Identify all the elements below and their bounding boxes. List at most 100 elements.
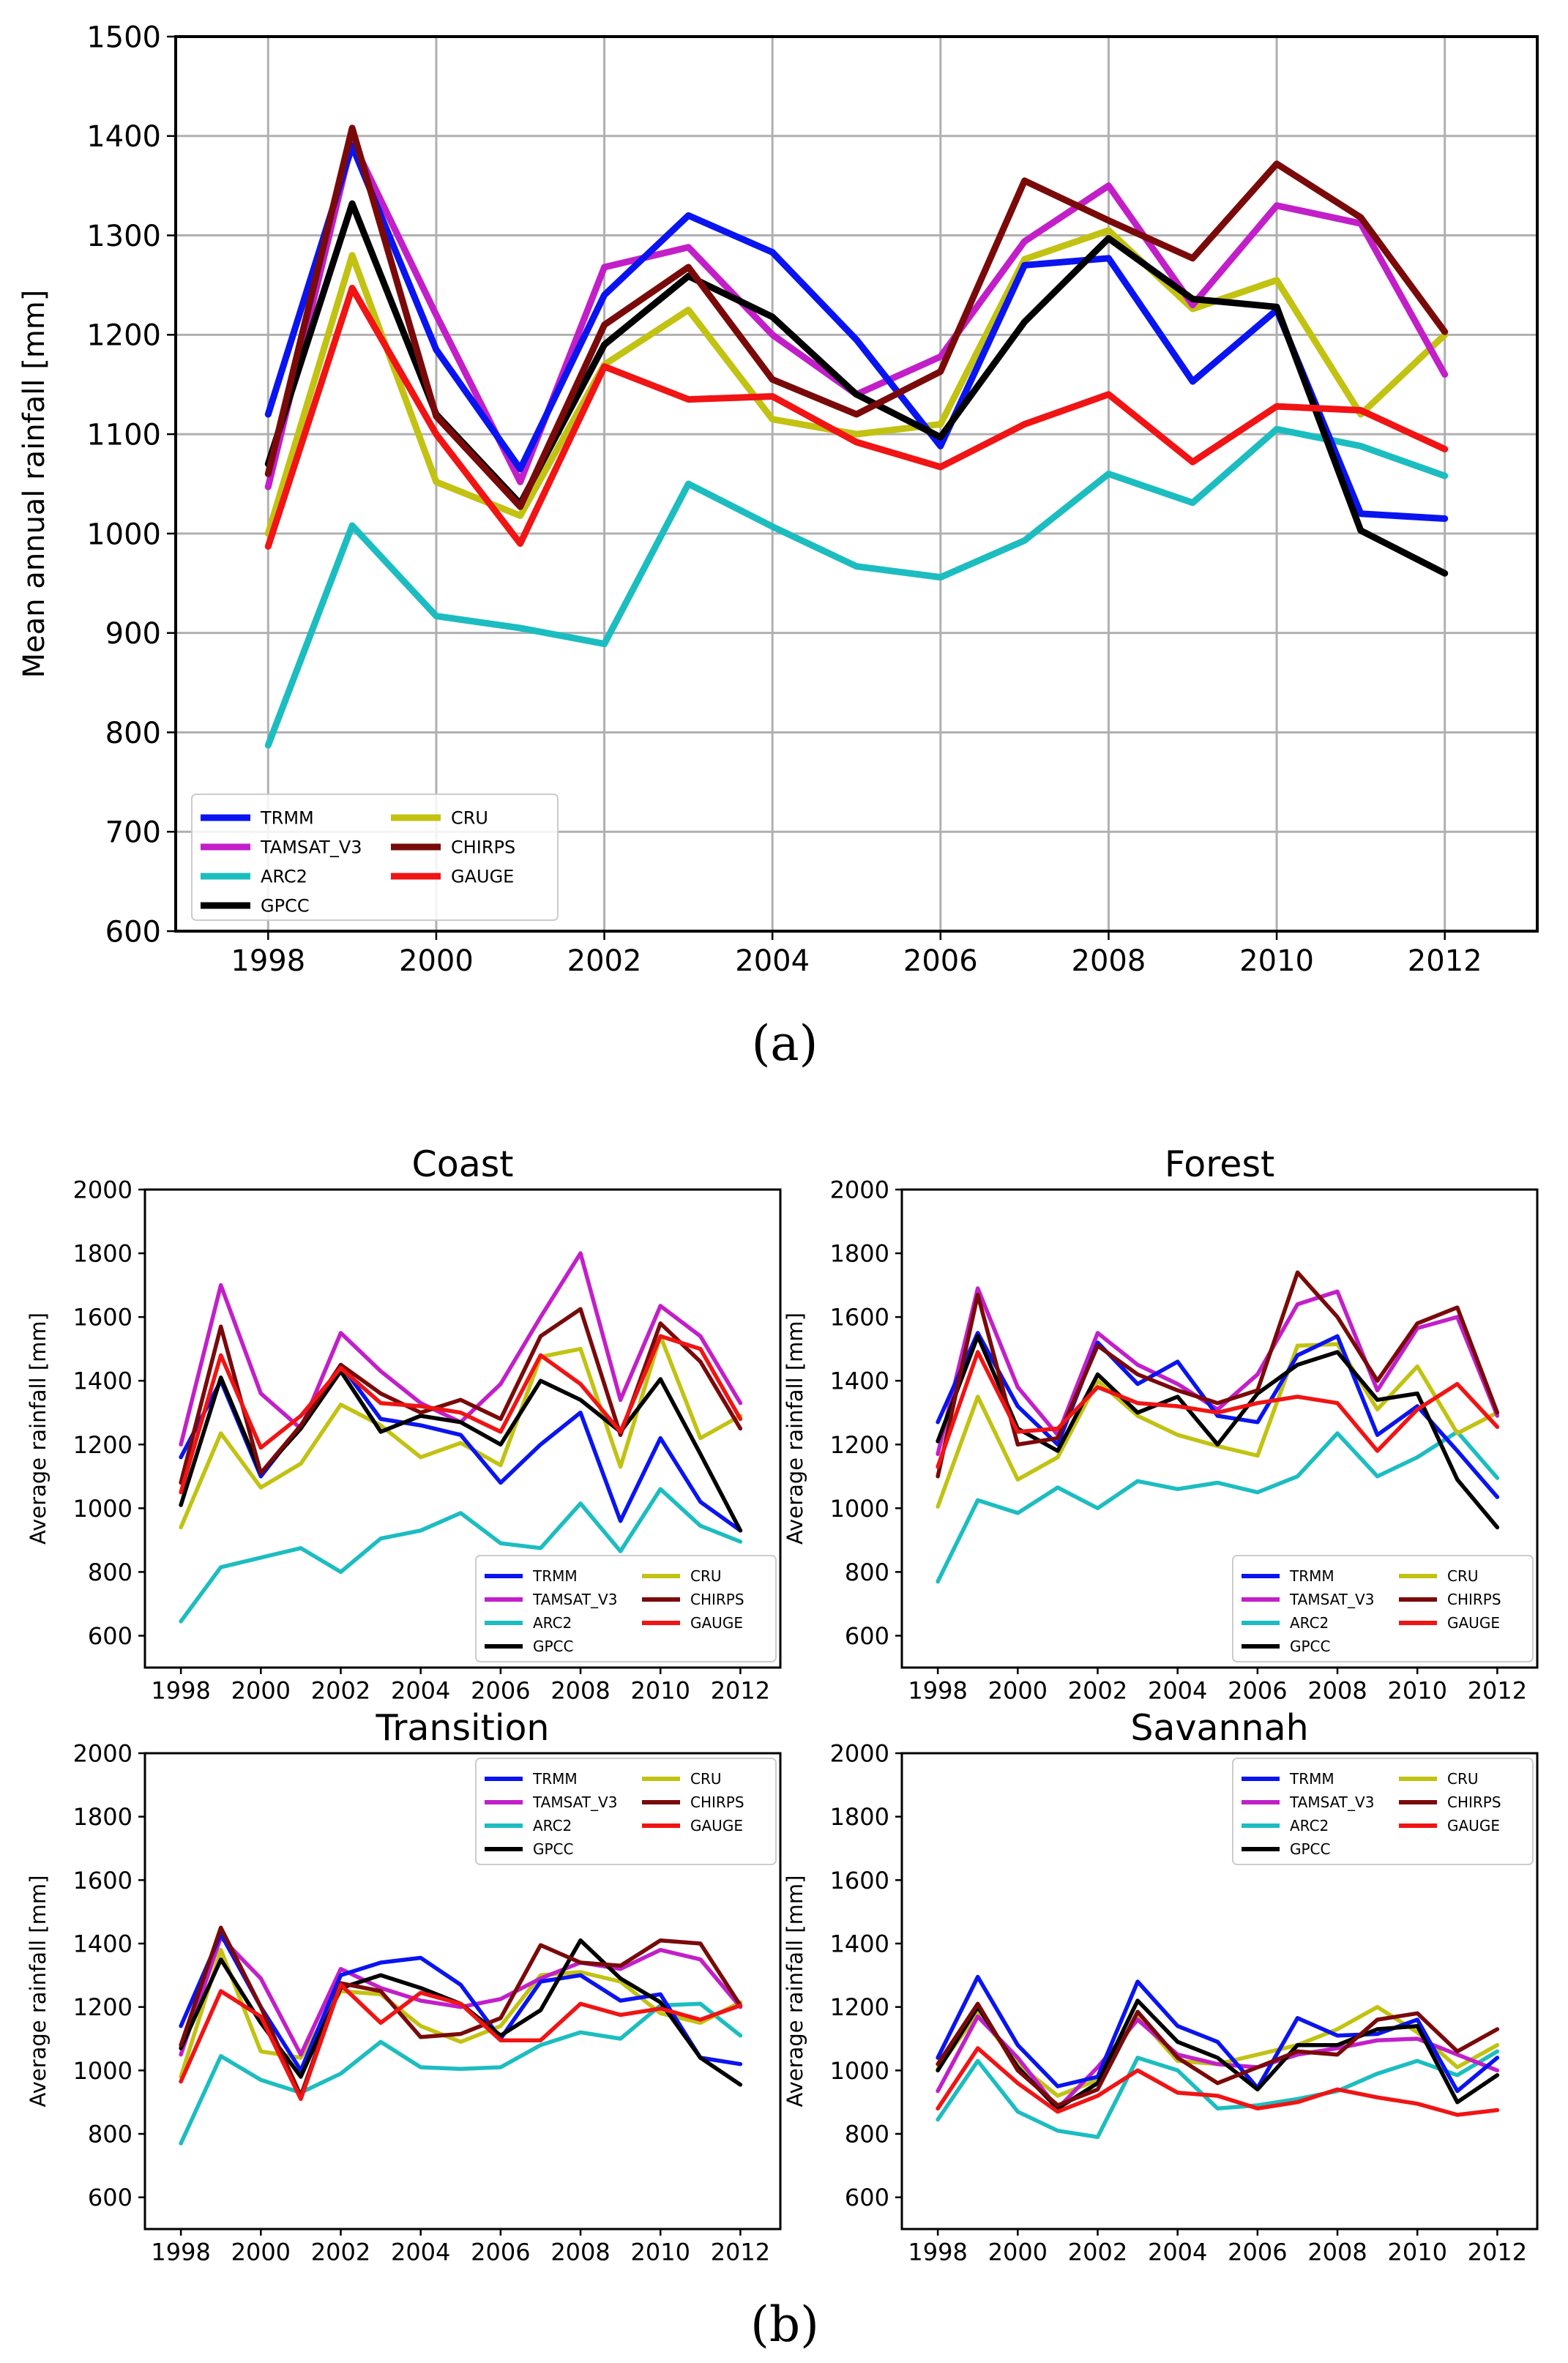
coast-ytick-label-1600: 1600 [73,1304,132,1332]
forest-xtick-label-2002: 2002 [1068,1677,1127,1705]
transition-series-arc2 [179,2001,743,2146]
panel-a-xtick-label-2002: 2002 [567,944,642,978]
coast-legend-box [475,1555,777,1662]
forest-legend-label-chirps: CHIRPS [1447,1591,1501,1608]
forest-series-tamsat-v3 [936,1286,1500,1457]
panel-a-series-arc2 [264,425,1449,749]
forest-ytick-label-1400: 1400 [830,1367,889,1395]
forest-legend-label-arc2: ARC2 [1290,1614,1329,1632]
savannah-legend-label-gpcc: GPCC [1290,1840,1331,1858]
coast-legend-label-cru: CRU [690,1567,722,1585]
panel-a-legend-label-chirps: CHIRPS [451,837,515,858]
coast-ytick-label-800: 800 [88,1558,132,1586]
forest-xtick-label-2006: 2006 [1228,1677,1287,1705]
transition-series-tamsat-v3 [179,1935,743,2057]
panel-forest: 1998 2000 2002 2004 2006 2008 2010 2012 600 800 10… [783,1143,1539,1705]
transition-ylabel: Average rainfall [mm] [26,1875,51,2108]
savannah-series-tamsat-v3 [936,2014,1500,2111]
transition-xtick-label-2008: 2008 [550,2239,610,2266]
savannah-legend-label-gauge: GAUGE [1447,1817,1500,1834]
coast-ylabel: Average rainfall [mm] [26,1313,51,1545]
panel-a-xtick-label-2012: 2012 [1408,944,1482,978]
savannah-legend-label-cru: CRU [1447,1770,1479,1788]
panel-a-legend-label-gauge: GAUGE [451,867,514,887]
coast-ytick-label-600: 600 [88,1622,132,1650]
panel-a-series-chirps [264,124,1449,510]
forest-xtick-label-2004: 2004 [1148,1677,1207,1705]
coast-ytick-label-1400: 1400 [73,1367,132,1395]
savannah-xtick-label-2006: 2006 [1228,2239,1287,2266]
panel-a-ytick-label-1000: 1000 [86,518,161,551]
panel-a-axes-frame [174,35,1539,933]
savannah-ytick-label-1400: 1400 [830,1930,889,1958]
forest-xtick-label-1998: 1998 [908,1677,967,1705]
transition-series-chirps [179,1925,743,2098]
coast-xtick-label-2010: 2010 [631,1677,690,1705]
coast-xtick-label-2006: 2006 [471,1677,530,1705]
forest-series-gauge [936,1350,1500,1469]
coast-xtick-label-2000: 2000 [231,1677,291,1705]
coast-xtick-label-1998: 1998 [151,1677,210,1705]
forest-ytick-label-600: 600 [845,1622,889,1650]
savannah-legend-label-arc2: ARC2 [1290,1817,1329,1834]
panel-a-xtick-label-2008: 2008 [1072,944,1146,978]
panel-coast: 1998 2000 2002 2004 2006 2008 2010 2012 600 800 10… [26,1143,782,1705]
forest-ytick-label-1800: 1800 [830,1240,889,1268]
transition-series-cru [179,1947,743,2079]
forest-ytick-label-800: 800 [845,1558,889,1586]
transition-series-gauge [179,1982,743,2102]
coast-axes-frame [143,1188,782,1669]
savannah-series-chirps [936,2001,1500,2108]
savannah-xtick-label-2010: 2010 [1388,2239,1447,2266]
coast-ytick-label-1800: 1800 [73,1240,132,1268]
panel-a-legend-label-arc2: ARC2 [261,867,307,887]
coast-ytick-label-1000: 1000 [73,1495,132,1523]
panel-a-series-cru [264,227,1449,537]
transition-ytick-label-1400: 1400 [73,1930,132,1958]
coast-legend-label-arc2: ARC2 [533,1614,572,1632]
panel-savannah: 1998 2000 2002 2004 2006 2008 2010 2012 600 800 10… [783,1707,1539,2266]
transition-ytick-label-800: 800 [88,2121,132,2149]
savannah-axes-frame [900,1752,1539,2231]
forest-ytick-label-1600: 1600 [830,1304,889,1332]
forest-series-gpcc [936,1334,1500,1530]
panel-a-xtick-label-2010: 2010 [1239,944,1314,978]
savannah-legend-label-tamsat-v3: TAMSAT_V3 [1289,1793,1374,1811]
panel-a-xtick-label-2000: 2000 [399,944,474,978]
transition-legend-label-gpcc: GPCC [533,1840,574,1858]
forest-legend-box [1232,1555,1534,1662]
transition-legend-label-arc2: ARC2 [533,1817,572,1834]
forest-xtick-label-2008: 2008 [1307,1677,1367,1705]
panel-a-legend-label-trmm: TRMM [260,808,314,829]
panel-a-ytick-label-1400: 1400 [86,120,161,154]
forest-xtick-label-2012: 2012 [1468,1677,1527,1705]
transition-ytick-label-2000: 2000 [73,1740,132,1768]
transition-xtick-label-2002: 2002 [311,2239,370,2266]
coast-xtick-label-2002: 2002 [311,1677,370,1705]
forest-ytick-label-2000: 2000 [830,1176,889,1204]
transition-ytick-label-1600: 1600 [73,1867,132,1894]
savannah-xtick-label-2002: 2002 [1068,2239,1127,2266]
coast-series-arc2 [179,1487,743,1624]
panel-a-ytick-label-600: 600 [105,915,161,949]
forest-legend-label-gpcc: GPCC [1290,1638,1331,1655]
forest-ylabel: Average rainfall [mm] [783,1313,807,1545]
savannah-xtick-label-2000: 2000 [988,2239,1048,2266]
panel-a-xtick-label-1998: 1998 [231,944,305,978]
savannah-series-trmm [936,1974,1500,2094]
panel-transition: 1998 2000 2002 2004 2006 2008 2010 2012 600 800 10… [26,1707,782,2266]
savannah-ytick-label-800: 800 [845,2121,889,2149]
coast-legend-label-gpcc: GPCC [533,1638,574,1655]
panel-a-ytick-label-1200: 1200 [86,319,161,353]
panel-a-ytick-label-1500: 1500 [86,20,161,54]
panel-a-legend-label-gpcc: GPCC [261,896,310,917]
savannah-xtick-label-2012: 2012 [1468,2239,1527,2266]
panel-a-series-trmm [264,142,1449,522]
panel-a-series-gauge [264,285,1449,550]
panel-a-ytick-label-900: 900 [105,617,161,651]
savannah-ytick-label-1200: 1200 [830,1993,889,2021]
transition-legend-box [475,1758,777,1865]
savannah-series-gauge [936,2046,1500,2117]
panel-a-legend-label-cru: CRU [451,808,488,829]
